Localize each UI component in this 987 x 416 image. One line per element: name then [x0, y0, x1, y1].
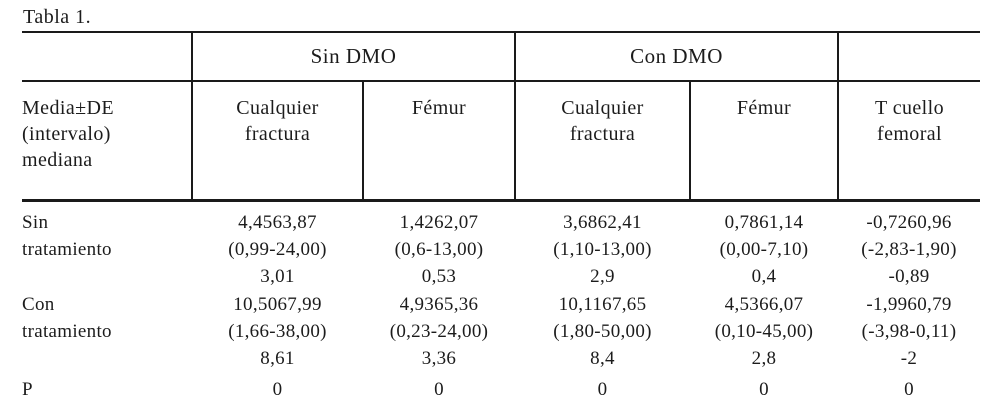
table-row-p-value: P 0 0 0 0 0: [22, 373, 981, 416]
cell-line: 0,4: [751, 266, 777, 287]
row-label-line: Con: [22, 294, 55, 315]
column-header-row: Media±DE (intervalo) mediana Cualquier f…: [22, 80, 981, 201]
header-line: Media±DE: [22, 97, 114, 119]
cell-line: 3,01: [260, 266, 295, 287]
data-cell: 4,4563,87 (0,99-24,00) 3,01: [192, 199, 363, 291]
data-cell: 0: [515, 373, 690, 416]
row-label: P: [22, 373, 192, 416]
row-label-line: P: [22, 379, 33, 400]
data-cell: -1,9960,79 (-3,98-0,11) -2: [838, 291, 980, 373]
cell-line: 0: [597, 379, 608, 400]
data-table: Sin DMO Con DMO Media±DE (intervalo) med…: [22, 31, 981, 416]
group-header-con-dmo: Con DMO: [513, 31, 839, 81]
header-line: fractura: [244, 123, 311, 145]
data-cell: 0: [192, 373, 363, 416]
cell-line: (1,80-50,00): [553, 321, 652, 342]
data-cell: 3,6862,41 (1,10-13,00) 2,9: [515, 199, 690, 291]
group-header-row: Sin DMO Con DMO: [22, 31, 981, 81]
header-line: Cualquier: [236, 97, 319, 119]
row-label: Con tratamiento: [22, 291, 192, 373]
column-header-con-femur: Fémur: [688, 80, 839, 201]
cell-line: 0,7861,14: [724, 212, 804, 233]
header-line: mediana: [22, 149, 93, 171]
cell-line: (-3,98-0,11): [861, 321, 957, 342]
header-line: Cualquier: [561, 97, 644, 119]
column-header-con-cualquier: Cualquier fractura: [514, 80, 690, 201]
data-cell: -0,7260,96 (-2,83-1,90) -0,89: [838, 199, 981, 291]
row-label-line: tratamiento: [22, 239, 112, 260]
table-row-con-tratamiento: Con tratamiento 10,5067,99 (1,66-38,00) …: [22, 291, 980, 373]
cell-line: 0,53: [421, 266, 457, 287]
row-label-line: tratamiento: [22, 321, 112, 342]
cell-line: (0,00-7,10): [719, 239, 809, 260]
cell-line: 8,61: [260, 348, 295, 369]
cell-line: -1,9960,79: [866, 294, 952, 315]
cell-line: 0: [434, 379, 444, 400]
cell-line: 10,1167,65: [558, 294, 647, 315]
data-cell: 0: [838, 373, 981, 416]
column-header-stub: Media±DE (intervalo) mediana: [22, 80, 192, 201]
header-line: Fémur: [411, 97, 467, 119]
row-label: Sin tratamiento: [22, 199, 192, 291]
cell-line: 0: [272, 379, 283, 400]
cell-line: (0,10-45,00): [714, 321, 814, 342]
header-line: (intervalo): [22, 123, 111, 145]
cell-line: (0,99-24,00): [228, 239, 327, 260]
cell-line: 2,8: [751, 348, 777, 369]
column-header-sin-femur: Fémur: [362, 80, 515, 201]
cell-line: (0,6-13,00): [394, 239, 484, 260]
data-cell: 1,4262,07 (0,6-13,00) 0,53: [363, 199, 515, 291]
header-line: Fémur: [736, 97, 792, 119]
column-header-sin-cualquier: Cualquier fractura: [191, 80, 363, 201]
cell-line: 3,6862,41: [563, 212, 642, 233]
cell-line: (1,10-13,00): [553, 239, 652, 260]
cell-line: -0,89: [888, 266, 930, 287]
group-header-empty-right: [837, 31, 981, 81]
cell-line: 4,9365,36: [399, 294, 479, 315]
table-row-sin-tratamiento: Sin tratamiento 4,4563,87 (0,99-24,00) 3…: [22, 199, 981, 291]
cell-line: 2,9: [590, 266, 615, 287]
cell-line: -2: [900, 348, 918, 369]
cell-line: (1,66-38,00): [228, 321, 327, 342]
data-cell: 4,9365,36 (0,23-24,00) 3,36: [363, 291, 515, 373]
cell-line: 3,36: [421, 348, 457, 369]
cell-line: 0: [904, 379, 914, 400]
group-header-empty-left: [22, 31, 192, 81]
cell-line: 4,4563,87: [238, 212, 317, 233]
data-cell: 0,7861,14 (0,00-7,10) 0,4: [690, 199, 839, 291]
cell-line: 4,5366,07: [724, 294, 804, 315]
group-header-sin-dmo: Sin DMO: [191, 31, 515, 81]
data-cell: 4,5366,07 (0,10-45,00) 2,8: [690, 291, 838, 373]
data-cell: 0: [690, 373, 839, 416]
header-line: femoral: [877, 123, 943, 145]
data-cell: 10,5067,99 (1,66-38,00) 8,61: [192, 291, 363, 373]
table-caption: Tabla 1.: [23, 6, 92, 28]
cell-line: 0: [759, 379, 769, 400]
cell-line: 8,4: [590, 348, 615, 369]
column-header-t-cuello: T cuello femoral: [837, 80, 981, 201]
row-label-line: Sin: [22, 212, 49, 233]
header-line: fractura: [569, 123, 636, 145]
cell-line: -0,7260,96: [866, 212, 952, 233]
cell-line: 10,5067,99: [233, 294, 322, 315]
data-cell: 0: [363, 373, 515, 416]
cell-line: (0,23-24,00): [389, 321, 489, 342]
cell-line: (-2,83-1,90): [861, 239, 957, 260]
data-cell: 10,1167,65 (1,80-50,00) 8,4: [515, 291, 690, 373]
header-line: T cuello: [875, 97, 944, 119]
cell-line: 1,4262,07: [399, 212, 479, 233]
